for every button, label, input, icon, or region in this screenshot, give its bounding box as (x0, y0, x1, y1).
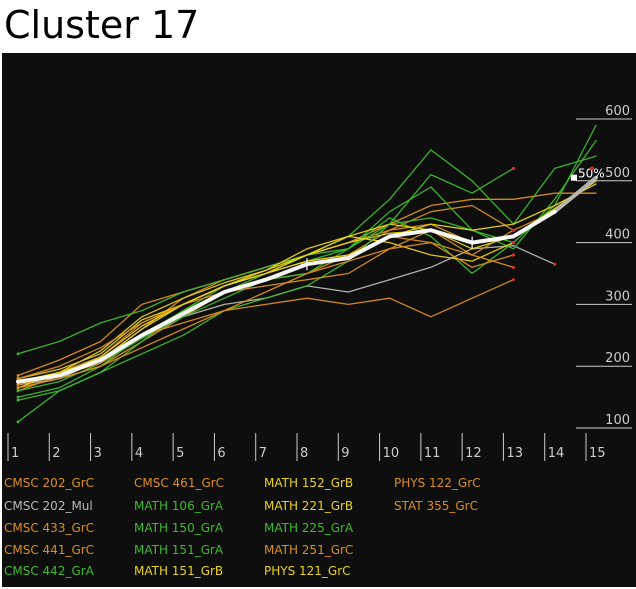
x-tick-label: 1 (11, 446, 19, 461)
median-percent-label: 50% (578, 167, 605, 181)
series-end-dot (511, 166, 516, 171)
legend-item: STAT 355_GrC (394, 499, 478, 513)
series-line (17, 180, 597, 386)
legend-item: MATH 251_GrC (264, 543, 354, 557)
x-tick-label: 4 (135, 446, 143, 461)
series-line (17, 235, 515, 380)
series-end-dot (553, 262, 557, 266)
median-end-marker (571, 174, 577, 181)
series-end-dot (511, 253, 516, 257)
median-tail-line (552, 175, 598, 214)
series-start-dot (16, 420, 20, 424)
plot-area: 100 200 300 400 500 600 1 2 3 4 5 6 7 8 9 10 11 12 13 14 15 5… (2, 53, 636, 587)
series-start-dot (16, 398, 20, 402)
series-start-dot (16, 352, 20, 356)
legend-item: MATH 151_GrA (134, 543, 224, 557)
x-tick-label: 7 (259, 446, 267, 461)
legend-item: MATH 106_GrA (134, 499, 224, 513)
x-tick-label: 10 (383, 446, 400, 461)
x-tick-label: 12 (465, 446, 482, 461)
series-start-dot (16, 377, 20, 380)
x-tick-label: 13 (506, 446, 523, 461)
series-end-dot (511, 228, 516, 232)
series-start-dot (16, 395, 20, 399)
series-end-dot (511, 278, 516, 282)
series-start-dot (16, 389, 20, 393)
x-tick-label: 2 (52, 446, 60, 461)
series-end-dot (511, 265, 516, 269)
series-line (17, 241, 515, 389)
median-line (16, 209, 557, 384)
median-end-dot (590, 166, 594, 171)
series-line (17, 149, 597, 355)
legend-item: PHYS 121_GrC (264, 564, 351, 578)
series-line (17, 279, 515, 386)
series-end-dot (511, 241, 516, 245)
x-tick-label: 8 (300, 446, 308, 461)
x-tick-label: 6 (217, 446, 225, 461)
legend-item: CMSC 461_GrC (134, 476, 225, 490)
chart-title: Cluster 17 (4, 3, 200, 47)
legend-item: MATH 152_GrB (264, 476, 354, 490)
legend-item: CMSC 202_GrC (4, 476, 95, 490)
legend-item: CMSC 441_GrC (4, 543, 95, 557)
series-line (17, 167, 515, 423)
x-tick-label: 14 (548, 446, 565, 461)
legend-item: MATH 151_GrB (134, 564, 224, 578)
y-tick-label: 400 (605, 228, 630, 243)
y-tick-label: 300 (605, 289, 630, 304)
x-tick-label: 15 (589, 446, 606, 461)
y-tick-label: 500 (605, 166, 630, 181)
y-tick-label: 200 (605, 351, 630, 366)
legend-item: PHYS 122_GrC (394, 476, 481, 490)
series-line (17, 183, 597, 383)
legend-item: MATH 150_GrA (134, 521, 224, 535)
series-start-dot (16, 386, 20, 390)
series-start-dot (16, 374, 20, 377)
x-tick-label: 3 (94, 446, 102, 461)
series-start-dot (16, 383, 20, 387)
x-tick-label: 5 (176, 446, 184, 461)
legend-item: CMSC 442_GrA (4, 564, 94, 578)
legend-item: CMSC 202_Mul (4, 499, 93, 513)
y-tick-label: 600 (605, 104, 630, 119)
legend-item: MATH 225_GrA (264, 521, 354, 535)
y-tick-label: 100 (605, 413, 630, 428)
x-tick-label: 9 (341, 446, 349, 461)
x-tick-label: 11 (424, 446, 441, 461)
legend-item: MATH 221_GrB (264, 499, 354, 513)
legend-item: CMSC 433_GrC (4, 521, 95, 535)
